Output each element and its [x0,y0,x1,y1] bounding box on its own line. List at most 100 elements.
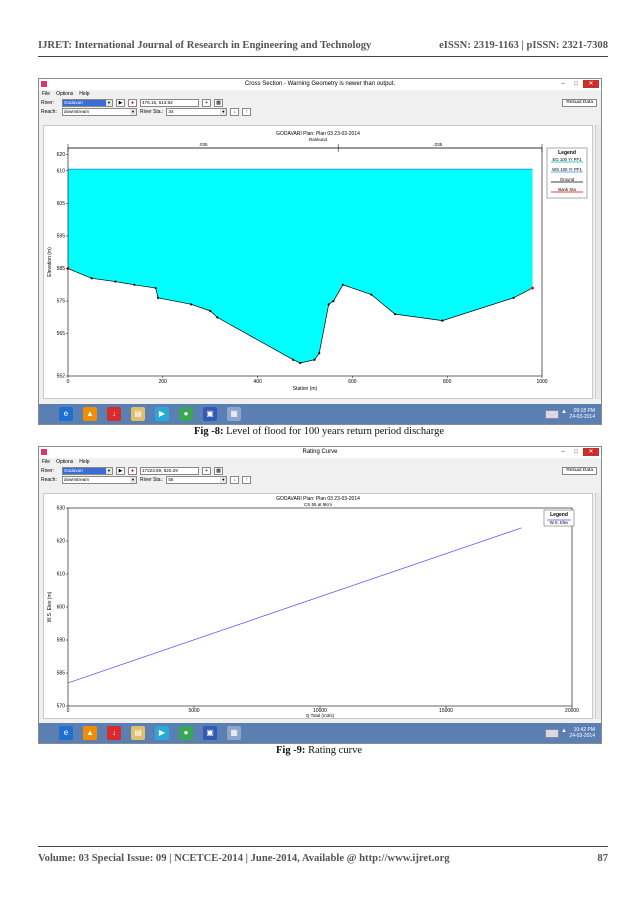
y-axis-label: Elevation (m) [47,247,53,277]
reload-data-button[interactable]: Reload Data [562,467,597,475]
media-player-icon[interactable]: ▶ [155,726,169,740]
river-sta-label: River Sta.: [140,476,164,483]
reach-select[interactable]: downstream ▼ [62,107,137,116]
download-icon[interactable]: ↓ [107,726,121,740]
vertical-scrollbar[interactable] [595,125,601,399]
hecras-icon[interactable]: ▦ [227,407,241,421]
rating-curve-window: Rating Curve – □ ✕ File Options Help Riv… [38,446,602,744]
hecras-icon[interactable]: ▦ [227,726,241,740]
record-icon[interactable]: ● [128,98,137,107]
menu-help[interactable]: Help [79,91,90,97]
chevron-down-icon: ▼ [130,476,136,483]
keyboard-icon[interactable] [545,410,559,419]
river-label: River: [41,467,55,474]
y-tick-label: 620 [57,152,66,158]
chrome-icon[interactable]: ● [179,407,193,421]
minimize-button[interactable]: – [561,449,565,455]
chevron-down-icon: ▼ [220,476,227,483]
chevron-down-icon: ▼ [106,99,112,106]
chevron-down-icon: ▼ [106,467,112,474]
river-sta-select[interactable]: 55 ▼ [166,475,228,484]
menu-file[interactable]: File [42,459,51,465]
plus-icon[interactable]: + [202,98,211,107]
print-icon[interactable]: ▩ [214,98,223,107]
reload-data-button[interactable]: Reload Data [562,99,597,107]
vertical-scrollbar[interactable] [595,493,601,719]
plot-title: GODAVARI Plan: Plan 03 23-03-2014 [276,131,360,137]
arrow-down-icon[interactable]: ↓ [230,107,240,116]
ground-point [209,309,212,312]
plus-icon[interactable]: + [202,466,211,475]
title-bar: Cross Section - Warning Geometry is newe… [39,79,601,90]
legend-entry: Bank Sta [558,187,576,192]
cross-section-plot: GODAVARI Plan: Plan 03 23-03-2014 Rankund… [43,125,593,399]
play-icon[interactable]: ▶ [116,466,125,475]
folder-icon[interactable]: ▤ [131,726,145,740]
menu-options[interactable]: Options [56,459,74,465]
menu-help[interactable]: Help [79,459,90,465]
page-footer: Volume: 03 Special Issue: 09 | NCETCE-20… [38,853,608,864]
river-sta-label: River Sta.: [140,108,164,115]
chrome-icon[interactable]: ● [179,726,193,740]
vlc-icon[interactable]: ▲ [83,726,97,740]
ground-point [512,296,515,299]
x-tick-label: 600 [348,379,357,385]
ie-icon[interactable]: e [59,726,73,740]
ground-point [299,361,302,365]
arrow-up-icon[interactable]: ↑ [242,107,252,116]
footer-rule [38,846,608,847]
y-tick-label: 610 [57,572,66,578]
ground-point [332,299,335,303]
close-button[interactable]: ✕ [583,448,599,456]
app-icon[interactable]: ▣ [203,726,217,740]
y-tick-label: 620 [57,539,66,545]
chevron-down-icon: ▼ [130,108,136,115]
arrow-up-icon[interactable]: ↑ [242,475,252,484]
ground-point [133,283,136,286]
chevron-up-icon[interactable]: ▲ [561,728,567,734]
ground-point [156,296,160,299]
app-icon [41,449,47,455]
play-icon[interactable]: ▶ [116,98,125,107]
y-tick-label: 552 [57,374,66,380]
ground-point [313,358,316,361]
legend-title: Legend [550,512,568,518]
media-player-icon[interactable]: ▶ [155,407,169,421]
arrow-down-icon[interactable]: ↓ [230,475,240,484]
river-select[interactable]: Godavari ▼ [62,466,113,475]
app-icon[interactable]: ▣ [203,407,217,421]
ground-point [114,280,117,283]
y-tick-label: 600 [57,605,66,611]
x-tick-label: 0 [67,379,70,385]
menu-options[interactable]: Options [56,91,74,97]
system-clock: 09:18 PM 24-03-2014 [569,408,595,420]
y-tick-label: 590 [57,638,66,644]
water-area [68,169,533,363]
close-button[interactable]: ✕ [583,80,599,88]
download-icon[interactable]: ↓ [107,407,121,421]
maximize-button[interactable]: □ [574,449,578,455]
y-tick-label: 585 [57,266,66,272]
reach-select[interactable]: downstream ▼ [62,475,137,484]
ie-icon[interactable]: e [59,407,73,421]
x-axis-label: Station (m) [293,386,318,392]
rating-curve-plot: GODAVARI Plan: Plan 03 23-03-2014 CS 55 a… [43,493,593,719]
chevron-up-icon[interactable]: ▲ [561,409,567,415]
menu-file[interactable]: File [42,91,51,97]
y-axis-label: W.S. Elev (m) [47,591,53,622]
menu-bar: File Options Help [39,90,601,98]
river-select[interactable]: Godavari ▼ [62,98,113,107]
minimize-button[interactable]: – [561,81,565,87]
record-icon[interactable]: ● [128,466,137,475]
maximize-button[interactable]: □ [574,81,578,87]
folder-icon[interactable]: ▤ [131,407,145,421]
print-icon[interactable]: ▩ [214,466,223,475]
journal-header: IJRET: International Journal of Research… [38,40,608,51]
keyboard-icon[interactable] [545,729,559,738]
ground-point [216,316,219,319]
legend-entry: W.S. Elev [550,520,569,525]
reach-label: Reach: [41,108,57,115]
river-sta-select[interactable]: 34 ▼ [166,107,228,116]
vlc-icon[interactable]: ▲ [83,407,97,421]
ground-point [292,358,295,361]
